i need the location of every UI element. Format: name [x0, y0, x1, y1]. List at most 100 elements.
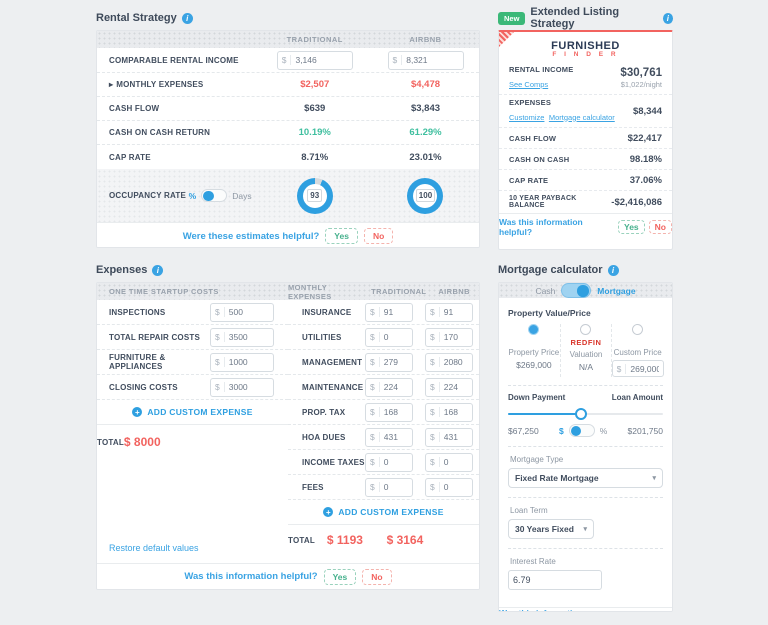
custom-price-input[interactable] — [626, 361, 663, 376]
expenses-card: ONE TIME STARTUP COSTS MONTHLY EXPENSES … — [96, 282, 480, 590]
expenses-title: Expenses i — [96, 262, 480, 278]
dollar-sign: $ — [366, 407, 380, 417]
monthly-row-management: MANAGEMENT $ $ — [288, 350, 479, 375]
traditional-monthly-expenses: $2,507 — [300, 79, 330, 90]
chevron-down-icon: ▾ — [583, 526, 587, 533]
loan-term-label: Loan Term — [510, 506, 548, 515]
table-row-cash-on-cash: CASH ON CASH RETURN 10.19% 61.29% — [97, 121, 479, 145]
traditional-income-input[interactable] — [291, 51, 352, 69]
down-payment-slider — [508, 408, 663, 420]
startup-row-inspections: INSPECTIONS $ — [97, 300, 288, 325]
down-payment-label: Down Payment — [508, 393, 566, 402]
toggle-knob — [570, 425, 582, 436]
insurance-airbnb-input[interactable] — [439, 303, 466, 321]
cash-mortgage-toggle[interactable] — [561, 283, 592, 298]
option-name: Property Price — [508, 348, 560, 357]
maintenance-airbnb-input[interactable] — [439, 378, 472, 396]
dollar-percent-toggle[interactable] — [568, 424, 595, 437]
see-comps-link[interactable]: See Comps — [509, 79, 549, 89]
cash-on-cash-value: 98.18% — [629, 153, 662, 165]
furniture-input[interactable] — [224, 353, 273, 371]
mortgage-type-label: Mortgage Type — [510, 455, 564, 464]
redfin-logo: REDFIN — [570, 338, 602, 347]
mortgage-calculator-link[interactable]: Mortgage calculator — [548, 112, 615, 122]
interest-rate-input[interactable] — [509, 571, 601, 589]
prop-tax-traditional-input[interactable] — [379, 403, 412, 421]
monthly-row-utilities: UTILITIES $ $ — [288, 325, 479, 350]
management-traditional-input[interactable] — [379, 353, 412, 371]
traditional-cap-rate: 8.71% — [301, 151, 329, 163]
yes-button[interactable]: Yes — [618, 219, 645, 234]
row-label: COMPARABLE RENTAL INCOME — [109, 55, 239, 65]
customize-link[interactable]: Customize — [509, 112, 545, 122]
slider-handle[interactable] — [574, 408, 587, 420]
management-airbnb-input[interactable] — [439, 353, 472, 371]
add-custom-expense-startup[interactable]: + ADD CUSTOM EXPENSE — [97, 400, 288, 425]
rental-table-header: TRADITIONAL AIRBNB — [97, 31, 479, 48]
utilities-airbnb-input[interactable] — [439, 328, 472, 346]
dollar-sign: $ — [211, 382, 225, 392]
occupancy-unit-toggle-group: % Days — [189, 189, 258, 202]
days-option[interactable]: Days — [232, 190, 252, 201]
info-icon[interactable]: i — [181, 12, 193, 24]
startup-total-value: $ 8000 — [123, 435, 161, 449]
redfin-valuation-value: N/A — [578, 362, 594, 372]
extended-listing-title-text: Extended Listing Strategy — [530, 6, 620, 30]
no-button[interactable]: No — [648, 219, 672, 234]
loan-term-select[interactable]: 30 Years Fixed ▾ — [508, 519, 594, 539]
dollar-sign: $ — [389, 55, 403, 65]
cash-option[interactable]: Cash — [535, 285, 556, 296]
loan-amount-label: Loan Amount — [611, 393, 663, 402]
dollar-option[interactable]: $ — [558, 425, 564, 436]
rental-strategy-title: Rental Strategy i — [96, 10, 480, 26]
dollar-sign: $ — [211, 332, 225, 342]
mortgage-body: Property Value/Price Property Price $269… — [499, 298, 672, 607]
yes-button[interactable]: Yes — [618, 611, 645, 612]
property-price-radio[interactable] — [528, 324, 540, 335]
inspections-input[interactable] — [224, 303, 273, 321]
traditional-occupancy-value[interactable]: 93 — [307, 189, 323, 202]
add-custom-expense-monthly[interactable]: + ADD CUSTOM EXPENSE — [288, 500, 479, 525]
restore-defaults-link[interactable]: Restore default values — [109, 543, 199, 553]
income-taxes-airbnb-input[interactable] — [439, 453, 472, 471]
info-icon[interactable]: i — [152, 264, 164, 276]
info-icon[interactable]: i — [607, 264, 619, 276]
no-button[interactable]: No — [649, 611, 672, 612]
payback-balance-row: 10 YEAR PAYBACK BALANCE -$2,416,086 — [509, 195, 662, 209]
dollar-sign: $ — [426, 332, 440, 342]
utilities-traditional-input[interactable] — [379, 328, 412, 346]
fees-airbnb-input[interactable] — [439, 478, 472, 496]
hoa-dues-airbnb-input[interactable] — [439, 428, 472, 446]
custom-price-radio[interactable] — [632, 324, 644, 335]
occupancy-unit-toggle[interactable] — [201, 189, 228, 202]
airbnb-occupancy-value[interactable]: 100 — [415, 189, 436, 202]
expenses-table-header: ONE TIME STARTUP COSTS MONTHLY EXPENSES … — [97, 283, 479, 301]
yes-button[interactable]: Yes — [323, 568, 357, 585]
repair-costs-input[interactable] — [224, 328, 273, 346]
rental-strategy-panel: Rental Strategy i TRADITIONAL AIRBNB COM… — [96, 10, 480, 248]
mortgage-option[interactable]: Mortgage — [597, 285, 636, 296]
insurance-traditional-input[interactable] — [379, 303, 412, 321]
startup-row-furniture: FURNITURE & APPLIANCES $ — [97, 350, 288, 375]
no-button[interactable]: No — [363, 228, 394, 244]
percent-option[interactable]: % — [599, 425, 608, 436]
mortgage-calculator-panel: Mortgage calculator i Cash Mortgage Prop… — [498, 262, 673, 612]
income-taxes-traditional-input[interactable] — [379, 453, 412, 471]
down-payment-section: Down Payment Loan Amount $67,250 $ % — [508, 386, 663, 447]
percent-option[interactable]: % — [188, 190, 197, 201]
airbnb-income-input-wrap: $ — [387, 50, 464, 70]
maintenance-traditional-input[interactable] — [379, 378, 412, 396]
property-price-option: Property Price $269,000 — [508, 324, 560, 377]
hoa-dues-traditional-input[interactable] — [379, 428, 412, 446]
closing-costs-input[interactable] — [224, 378, 273, 396]
no-button[interactable]: No — [362, 568, 392, 585]
monthly-expenses-expander[interactable]: ▸ MONTHLY EXPENSES — [109, 80, 204, 89]
airbnb-income-input[interactable] — [402, 51, 463, 69]
prop-tax-airbnb-input[interactable] — [439, 403, 472, 421]
fees-traditional-input[interactable] — [379, 478, 412, 496]
mortgage-type-select[interactable]: Fixed Rate Mortgage ▾ — [508, 468, 663, 488]
info-icon[interactable]: i — [662, 12, 673, 24]
yes-button[interactable]: Yes — [325, 228, 358, 244]
redfin-valuation-radio[interactable] — [580, 324, 592, 335]
